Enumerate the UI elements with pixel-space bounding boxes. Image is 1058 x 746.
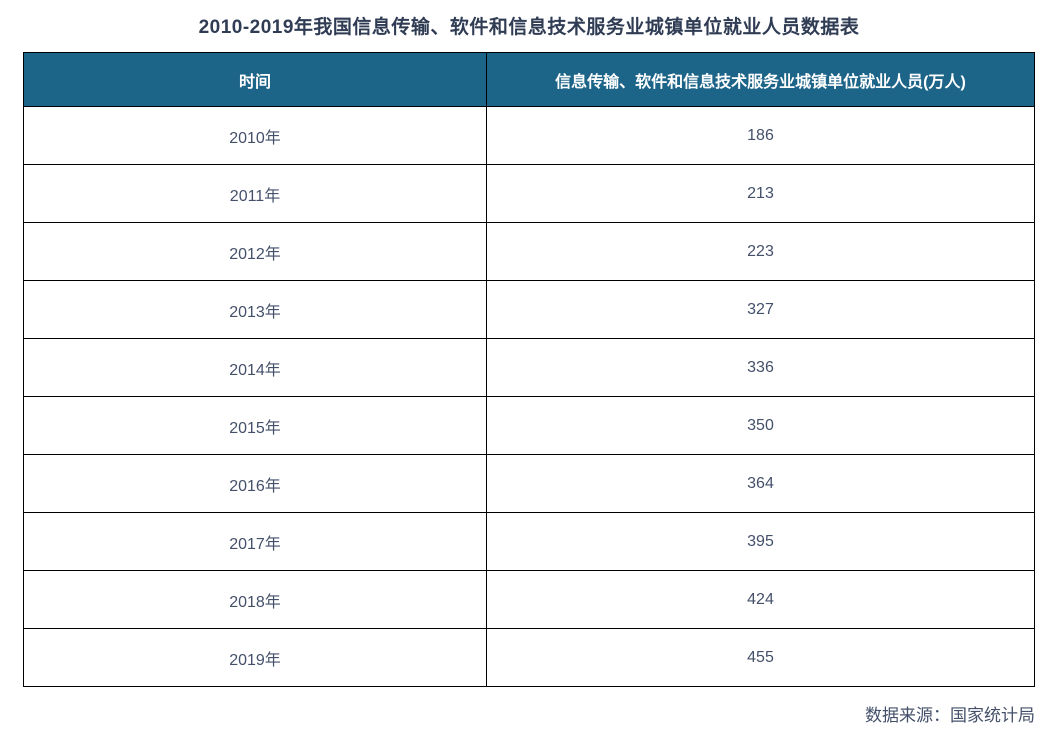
year-cell: 2010年 — [22, 106, 488, 165]
table-header-row: 时间 信息传输、软件和信息技术服务业城镇单位就业人员(万人) — [22, 52, 1035, 107]
year-cell: 2012年 — [22, 222, 488, 281]
table-row: 2016年 364 — [22, 454, 1035, 513]
table-row: 2013年 327 — [22, 280, 1035, 339]
value-cell: 223 — [486, 222, 1035, 281]
value-cell: 424 — [486, 570, 1035, 629]
value-cell: 364 — [486, 454, 1035, 513]
value-cell: 213 — [486, 164, 1035, 223]
table-row: 2014年 336 — [22, 338, 1035, 397]
year-cell: 2016年 — [22, 454, 488, 513]
value-cell: 350 — [486, 396, 1035, 455]
table-body: 2010年 186 2011年 213 2012年 223 2013年 327 … — [22, 106, 1035, 687]
year-cell: 2018年 — [22, 570, 488, 629]
year-cell: 2014年 — [22, 338, 488, 397]
year-cell: 2015年 — [22, 396, 488, 455]
table-row: 2019年 455 — [22, 628, 1035, 687]
value-cell: 395 — [486, 512, 1035, 571]
value-cell: 455 — [486, 628, 1035, 687]
table-row: 2017年 395 — [22, 512, 1035, 571]
year-cell: 2011年 — [22, 164, 488, 223]
page-title: 2010-2019年我国信息传输、软件和信息技术服务业城镇单位就业人员数据表 — [198, 17, 860, 38]
value-cell: 327 — [486, 280, 1035, 339]
table-row: 2012年 223 — [22, 222, 1035, 281]
table-row: 2018年 424 — [22, 570, 1035, 629]
table-row: 2015年 350 — [22, 396, 1035, 455]
column-header-time: 时间 — [22, 52, 488, 107]
year-cell: 2013年 — [22, 280, 488, 339]
data-source-note: 数据来源：国家统计局 — [865, 706, 1035, 725]
value-cell: 336 — [486, 338, 1035, 397]
year-cell: 2019年 — [22, 628, 488, 687]
table-row: 2011年 213 — [22, 164, 1035, 223]
year-cell: 2017年 — [22, 512, 488, 571]
value-cell: 186 — [486, 106, 1035, 165]
employment-data-table: 时间 信息传输、软件和信息技术服务业城镇单位就业人员(万人) 2010年 186… — [22, 52, 1035, 687]
column-header-employment: 信息传输、软件和信息技术服务业城镇单位就业人员(万人) — [486, 52, 1035, 107]
table-row: 2010年 186 — [22, 106, 1035, 165]
